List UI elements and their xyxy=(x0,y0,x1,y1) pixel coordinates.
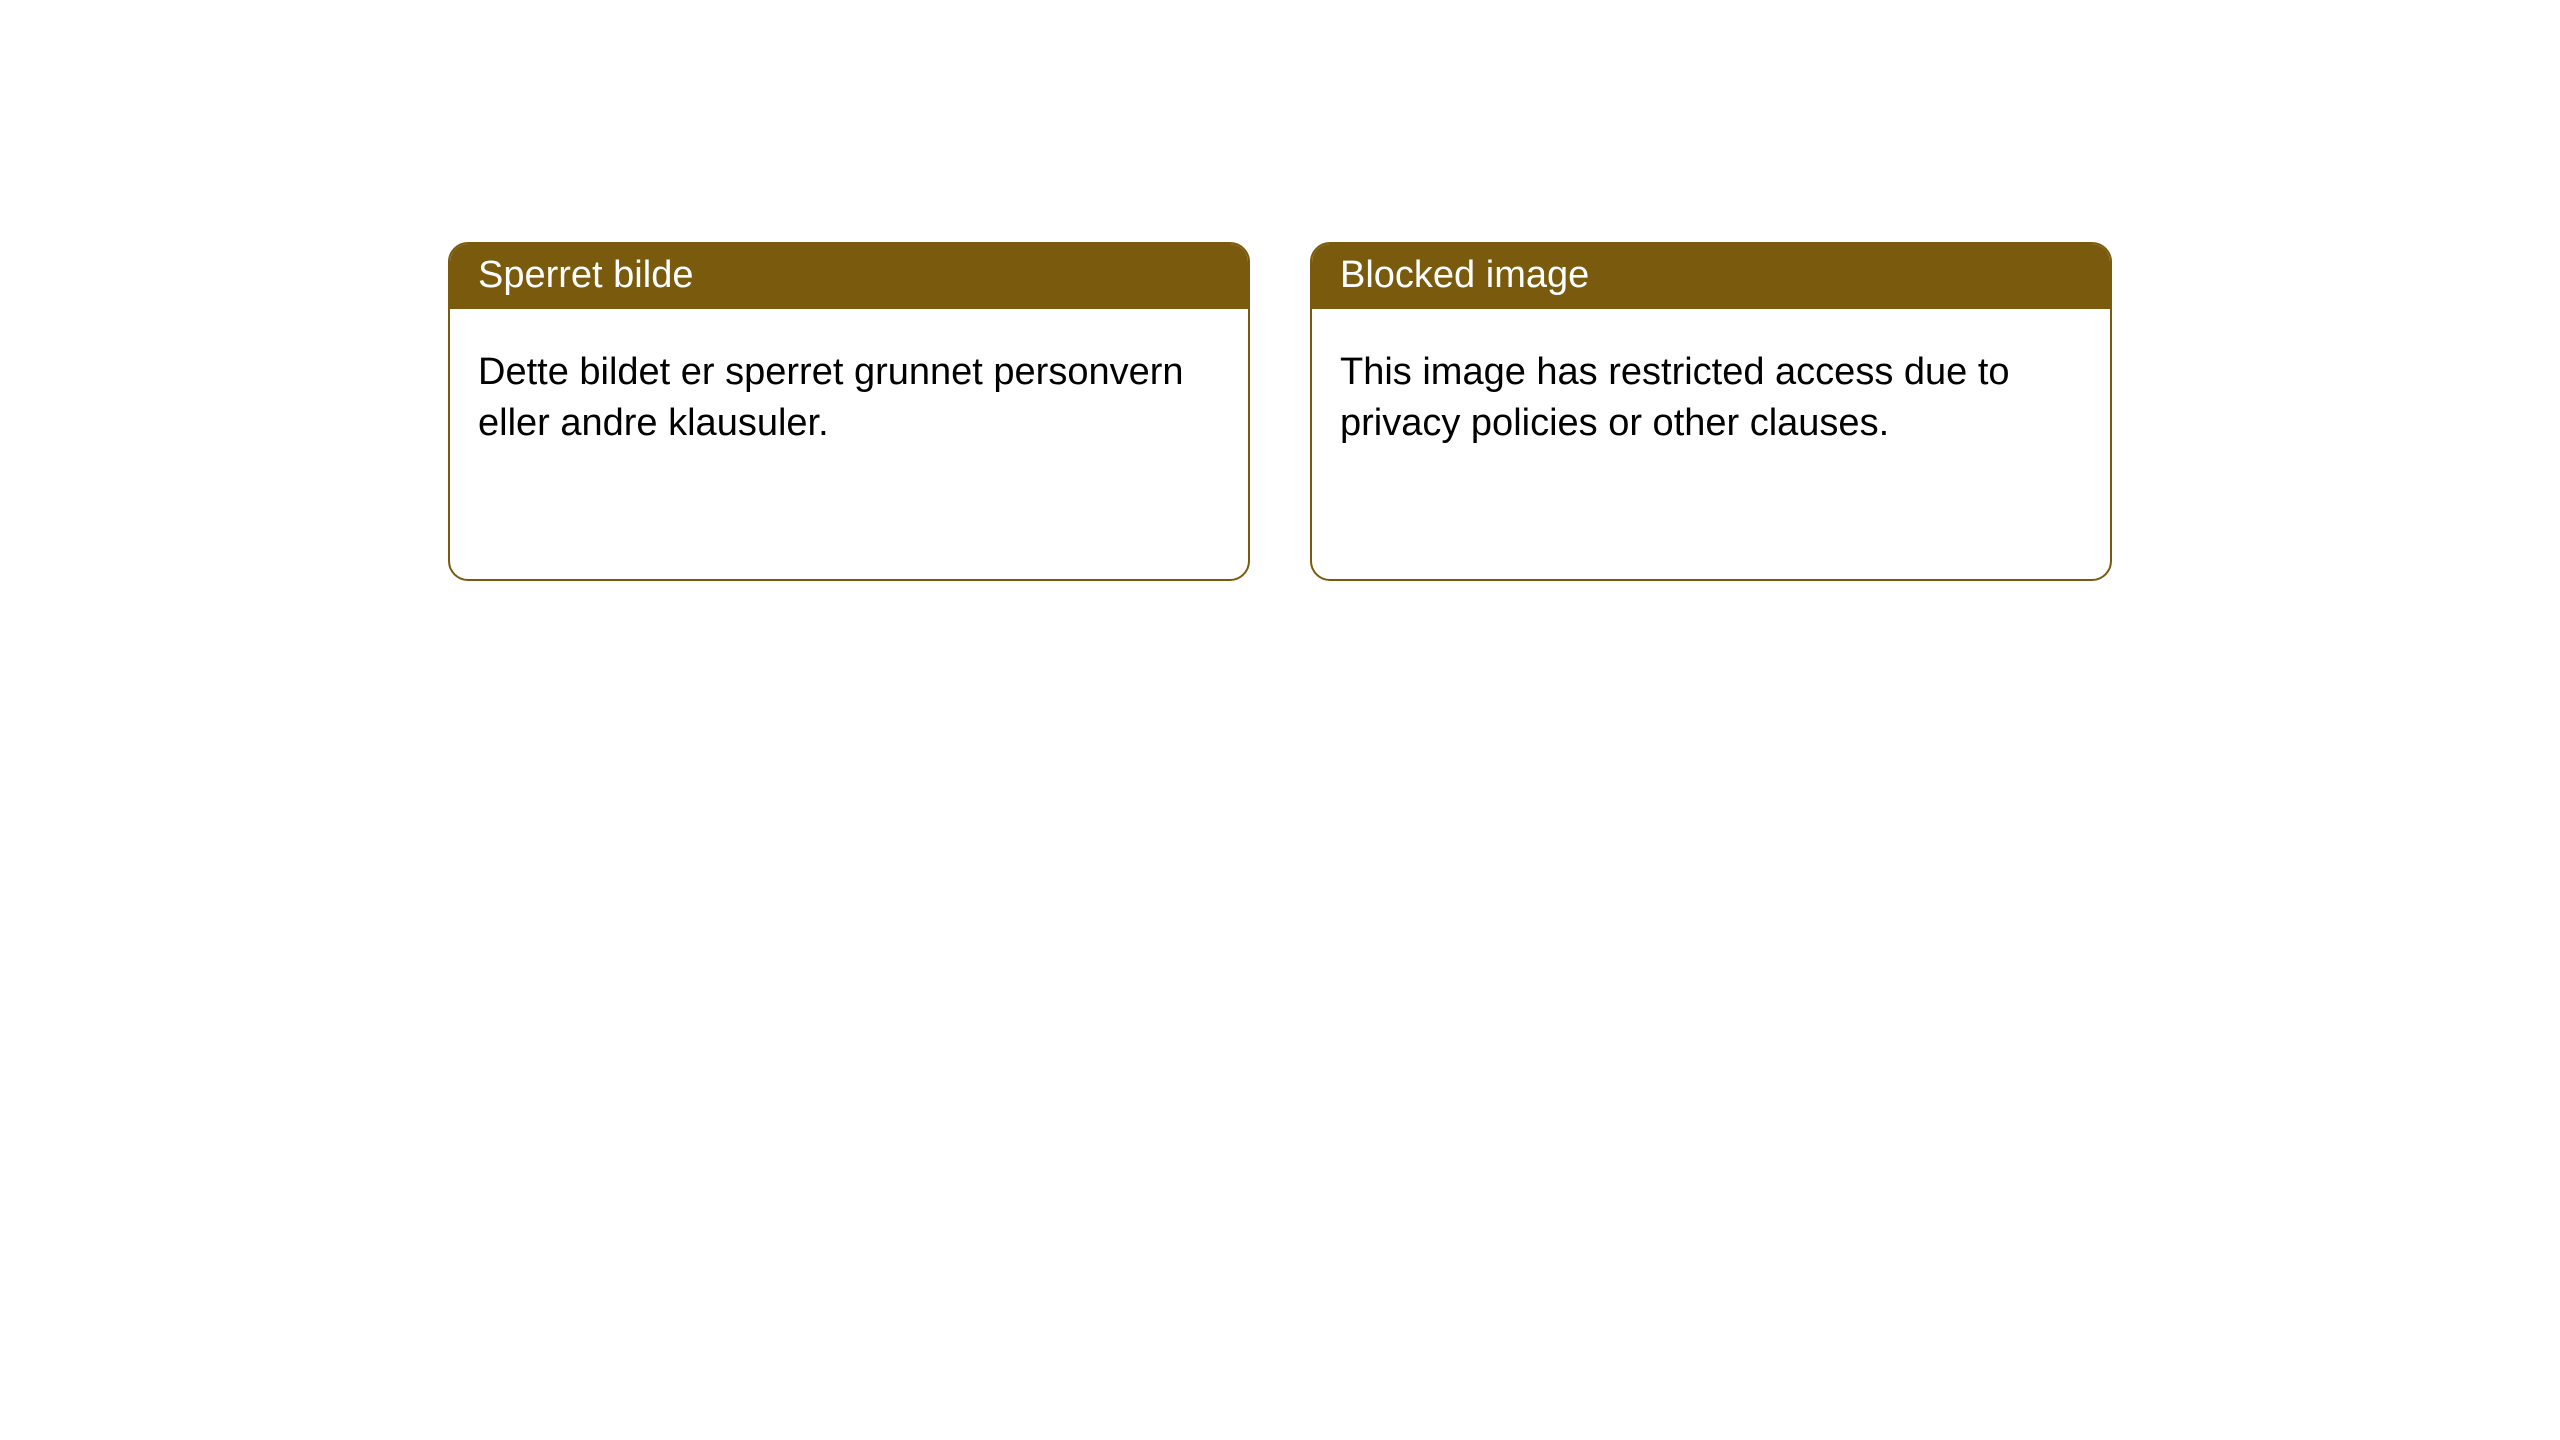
card-title: Sperret bilde xyxy=(478,254,693,296)
card-message: Dette bildet er sperret grunnet personve… xyxy=(478,347,1220,450)
card-header: Blocked image xyxy=(1312,244,2110,309)
notice-container: Sperret bilde Dette bildet er sperret gr… xyxy=(0,0,2560,581)
card-body: Dette bildet er sperret grunnet personve… xyxy=(450,309,1248,579)
card-title: Blocked image xyxy=(1340,254,1589,296)
card-body: This image has restricted access due to … xyxy=(1312,309,2110,579)
blocked-image-card-en: Blocked image This image has restricted … xyxy=(1310,242,2112,581)
blocked-image-card-no: Sperret bilde Dette bildet er sperret gr… xyxy=(448,242,1250,581)
card-message: This image has restricted access due to … xyxy=(1340,347,2082,450)
card-header: Sperret bilde xyxy=(450,244,1248,309)
